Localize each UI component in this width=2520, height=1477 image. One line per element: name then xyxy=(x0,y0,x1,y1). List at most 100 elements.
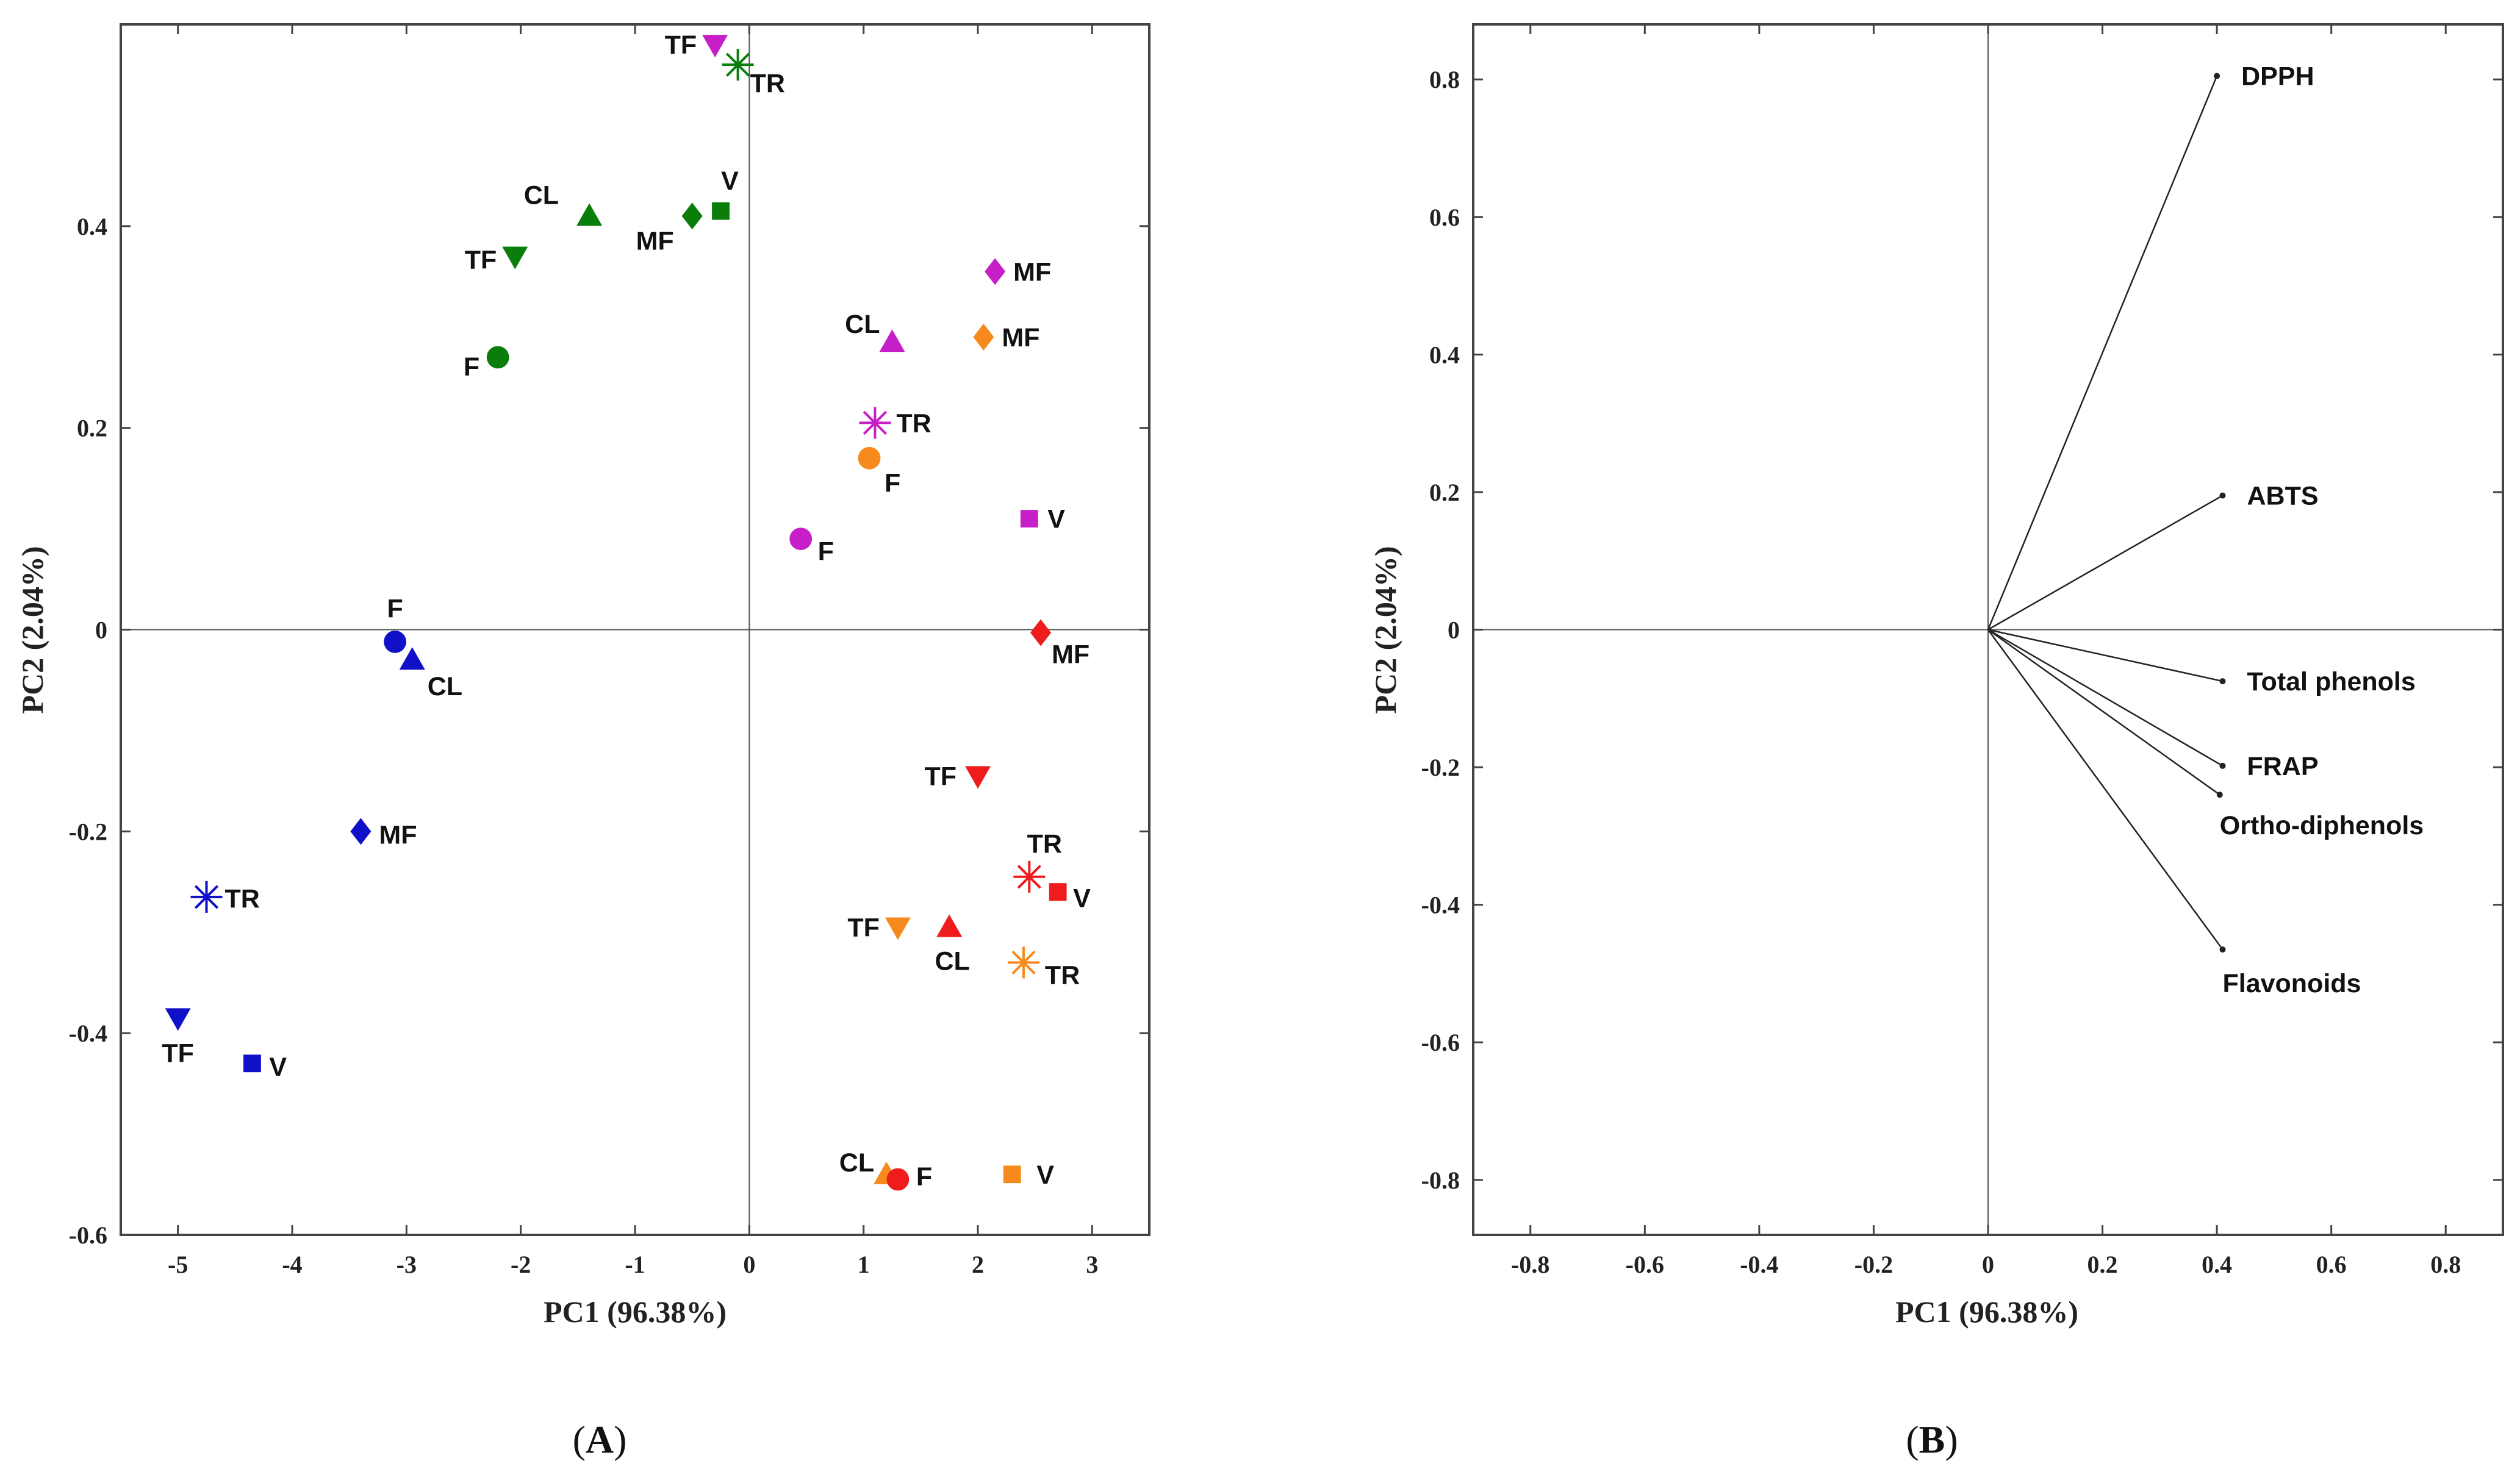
panel-b-x-tick-label: 0.8 xyxy=(2430,1251,2461,1278)
panel-a-score-plot: -5 -4 -3 -2 -1 0 1 2 3 -0.6 -0.4 -0.2 0 0.2 0.4 TR CL MF… xyxy=(15,23,1151,1461)
point-label: V xyxy=(1073,884,1091,914)
point-blue-cl: CL xyxy=(399,647,462,701)
triangle-up-marker xyxy=(399,647,425,670)
loading-vector-label: Flavonoids xyxy=(2222,969,2361,998)
point-magenta-v: V xyxy=(1020,505,1065,534)
circle-marker xyxy=(486,346,509,369)
panel-a-y-tick-label: -0.2 xyxy=(69,818,107,845)
panel-b-y-tick-label: 0.2 xyxy=(1429,479,1460,506)
point-label: V xyxy=(721,166,739,196)
loading-vector-line xyxy=(1987,629,2220,796)
point-label: TR xyxy=(1045,960,1080,990)
panel-b-y-tick-label: -0.6 xyxy=(1421,1029,1460,1056)
panel-b-loading-plot: -0.8 -0.6 -0.4 -0.2 0 0.2 0.4 0.6 0.8 -0.8 -0.6 -0.… xyxy=(1368,23,2504,1461)
panel-b-x-tick-label: 0.2 xyxy=(2087,1251,2118,1278)
panel-a-zero-lines xyxy=(121,24,1149,1235)
point-label: TR xyxy=(1027,829,1062,859)
point-label: CL xyxy=(428,672,462,701)
point-label: F xyxy=(885,468,900,498)
panel-a-tag: (A) xyxy=(573,1418,627,1461)
square-marker xyxy=(712,202,730,220)
triangle-down-marker xyxy=(965,766,991,789)
loading-vector-tip xyxy=(2219,946,2226,953)
point-label: CL xyxy=(935,946,970,976)
point-label: MF xyxy=(1002,323,1039,352)
point-label: TF xyxy=(924,762,957,791)
point-magenta-cl: CL xyxy=(845,310,905,352)
point-magenta-mf: MF xyxy=(985,257,1051,287)
panel-b-x-tick-label: -0.6 xyxy=(1626,1251,1664,1278)
panel-a-y-tick-label: 0.4 xyxy=(77,213,107,240)
point-label: TR xyxy=(225,884,260,914)
panel-b-x-tick-label: 0 xyxy=(1982,1251,1994,1278)
panel-b-x-tick-label: -0.2 xyxy=(1854,1251,1893,1278)
triangle-down-marker xyxy=(502,246,528,270)
point-red-v: V xyxy=(1049,883,1091,914)
triangle-up-marker xyxy=(936,914,963,937)
point-label: TF xyxy=(665,30,697,60)
loading-vector-line xyxy=(1987,495,2224,631)
star-marker xyxy=(1007,946,1039,979)
loading-vector-line xyxy=(1987,629,2224,950)
diamond-marker xyxy=(1030,619,1052,646)
point-label: TF xyxy=(162,1039,194,1068)
diamond-marker xyxy=(973,323,994,351)
loading-vector-tip xyxy=(2216,792,2223,798)
star-marker xyxy=(722,49,754,81)
panel-b-y-axis-title: PC2 (2.04%) xyxy=(1368,546,1402,714)
loading-vector-label: Total phenols xyxy=(2247,667,2415,696)
panel-a-x-tick-label: 3 xyxy=(1086,1251,1098,1278)
panel-b-loading-vectors: DPPH ABTS Total phenols FRAP Ortho-diphenols… xyxy=(1987,62,2424,998)
loading-vector-dpph: DPPH xyxy=(1987,62,2314,630)
point-green-mf: MF xyxy=(636,202,703,256)
diamond-marker xyxy=(350,818,372,845)
square-marker xyxy=(1003,1165,1021,1184)
point-blue-tr: TR xyxy=(190,881,260,914)
point-blue-v: V xyxy=(243,1053,287,1082)
circle-marker xyxy=(384,630,406,653)
loading-vector-tip xyxy=(2219,762,2226,769)
circle-marker xyxy=(858,446,881,470)
panel-b-y-tick-label: 0.8 xyxy=(1429,66,1460,93)
loading-vector-tip xyxy=(2214,73,2220,79)
point-label: TF xyxy=(847,913,880,942)
loading-vector-label: Ortho-diphenols xyxy=(2220,811,2424,840)
point-label: CL xyxy=(845,310,880,339)
panel-a-x-tick-label: -4 xyxy=(282,1251,302,1278)
triangle-up-marker xyxy=(576,203,603,226)
loading-vector-tip xyxy=(2219,492,2226,499)
panel-b-x-tick-label: 0.6 xyxy=(2316,1251,2347,1278)
panel-a-y-tick-label: -0.6 xyxy=(69,1221,107,1249)
point-magenta-tf: TF xyxy=(665,30,728,60)
square-marker xyxy=(1020,510,1038,528)
loading-vector-total-phenols: Total phenols xyxy=(1987,629,2416,696)
point-orange-tf: TF xyxy=(847,913,911,942)
point-orange-f: F xyxy=(858,446,900,498)
panel-b-tag: (B) xyxy=(1906,1418,1958,1461)
star-marker xyxy=(1013,860,1046,893)
point-label: MF xyxy=(636,226,674,256)
point-orange-tr: TR xyxy=(1007,946,1080,990)
square-marker xyxy=(243,1054,261,1073)
star-marker xyxy=(859,407,891,439)
point-label: F xyxy=(387,594,403,623)
point-label: TF xyxy=(465,245,497,274)
point-orange-cl: CL xyxy=(839,1148,900,1184)
panel-a-data-points: TR CL MF V TF F TF MF CL TR V F MF F TF TR CL V MF TF TR V CL F… xyxy=(162,30,1091,1192)
panel-a-y-tick-label: -0.4 xyxy=(69,1020,107,1047)
point-label: CL xyxy=(839,1148,874,1178)
circle-marker xyxy=(789,528,813,551)
loading-vector-line xyxy=(1987,629,2224,767)
point-magenta-f: F xyxy=(789,528,834,567)
panel-a-x-tick-label: -1 xyxy=(625,1251,645,1278)
loading-vector-frap: FRAP xyxy=(1987,629,2319,781)
point-orange-v: V xyxy=(1003,1160,1054,1190)
loading-vector-ortho-diphenols: Ortho-diphenols xyxy=(1987,629,2424,840)
panel-a-x-tick-label: -5 xyxy=(168,1251,188,1278)
panel-a-x-tick-label: -2 xyxy=(511,1251,531,1278)
point-label: MF xyxy=(379,820,417,849)
point-red-f: F xyxy=(886,1162,932,1192)
point-label: F xyxy=(464,352,479,382)
square-marker xyxy=(1049,883,1067,901)
point-label: TR xyxy=(896,409,931,438)
